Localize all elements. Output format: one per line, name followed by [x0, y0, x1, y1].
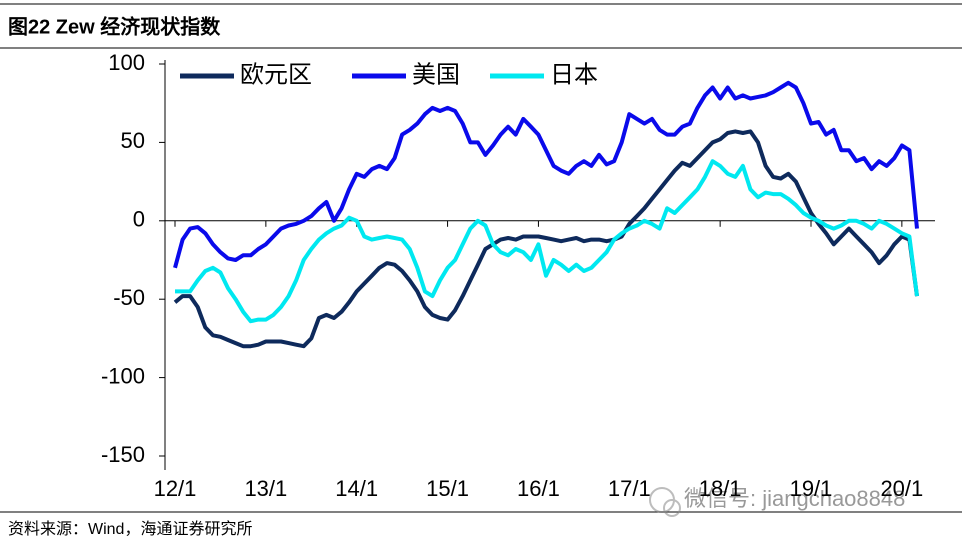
legend-label: 美国 [412, 61, 460, 88]
y-tick-label: -150 [101, 442, 145, 467]
x-tick-label: 14/1 [335, 476, 378, 501]
y-tick-label: -100 [101, 363, 145, 388]
y-tick-label: 0 [133, 207, 145, 232]
chart-title: 图22 Zew 经济现状指数 [8, 14, 221, 38]
x-tick-label: 16/1 [517, 476, 560, 501]
x-tick-label: 17/1 [608, 476, 651, 501]
series-line [175, 159, 919, 324]
series-line [173, 129, 919, 349]
series-line [173, 80, 919, 269]
y-tick-label: -50 [113, 285, 145, 310]
y-tick-label: 50 [121, 128, 145, 153]
x-tick-label: 20/1 [880, 476, 923, 501]
watermark-icon [649, 487, 681, 517]
legend-label: 欧元区 [240, 61, 312, 88]
watermark: 微信号: jiangchao8848 [684, 486, 905, 511]
x-tick-label: 12/1 [154, 476, 197, 501]
x-tick-label: 13/1 [244, 476, 287, 501]
x-tick-label: 15/1 [426, 476, 469, 501]
x-tick-label: 18/1 [699, 476, 742, 501]
y-tick-label: 100 [108, 50, 145, 75]
legend-label: 日本 [550, 61, 598, 88]
x-tick-label: 19/1 [790, 476, 833, 501]
source-note: 资料来源：Wind，海通证券研究所 [8, 520, 252, 538]
